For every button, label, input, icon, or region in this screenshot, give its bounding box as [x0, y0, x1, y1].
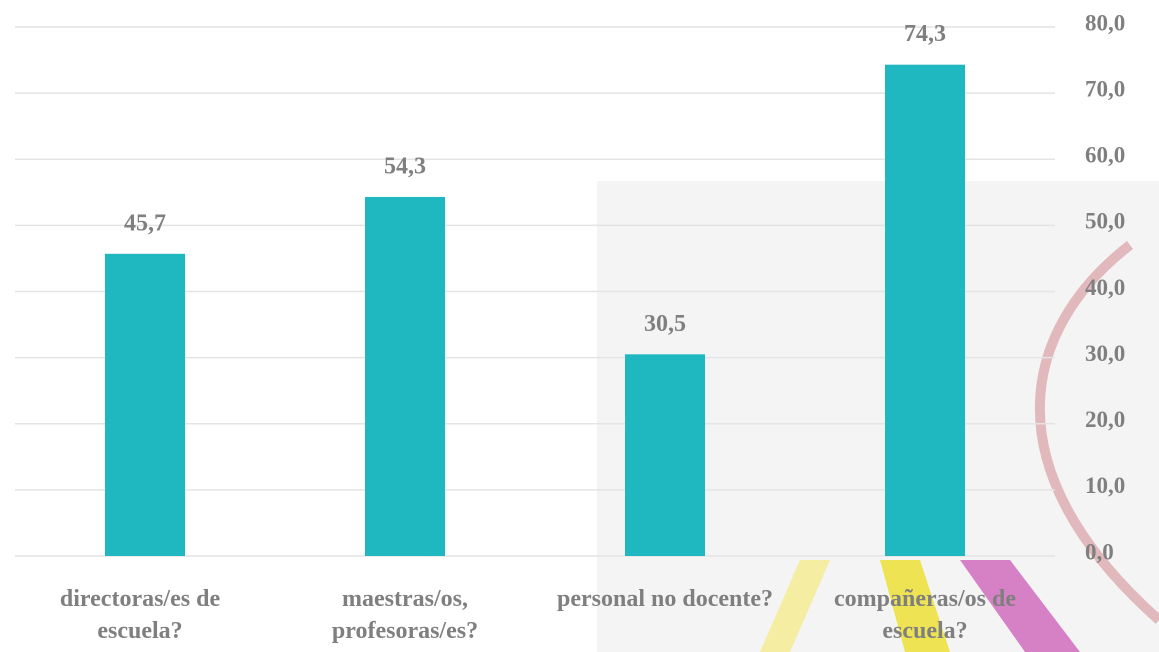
bar: [105, 253, 185, 556]
y-tick-label: 20,0: [1085, 407, 1125, 432]
y-tick-label: 10,0: [1085, 473, 1125, 498]
data-label: 54,3: [384, 153, 426, 179]
decoration: [960, 560, 1080, 652]
decoration: [1035, 241, 1159, 624]
bar: [885, 64, 965, 556]
x-tick-label: maestras/os, profesoras/es?: [331, 586, 479, 644]
data-label: 45,7: [124, 210, 166, 236]
x-tick-label: compañeras/os de escuela?: [834, 586, 1016, 644]
decoration: [880, 560, 950, 652]
y-tick-label: 50,0: [1085, 209, 1125, 234]
data-label: 30,5: [644, 311, 686, 337]
data-label: 74,3: [904, 21, 946, 47]
y-tick-label: 70,0: [1085, 76, 1125, 101]
bar: [365, 196, 445, 556]
x-tick-label: personal no docente?: [557, 586, 773, 612]
y-tick-label: 80,0: [1085, 10, 1125, 35]
decoration: [760, 560, 830, 652]
y-tick-label: 60,0: [1085, 143, 1125, 168]
x-tick-label: directoras/es de escuela?: [59, 586, 221, 644]
y-tick-label: 30,0: [1085, 341, 1125, 366]
bar: [625, 354, 705, 556]
y-tick-label: 40,0: [1085, 275, 1125, 300]
y-tick-label: 0,0: [1085, 539, 1114, 564]
